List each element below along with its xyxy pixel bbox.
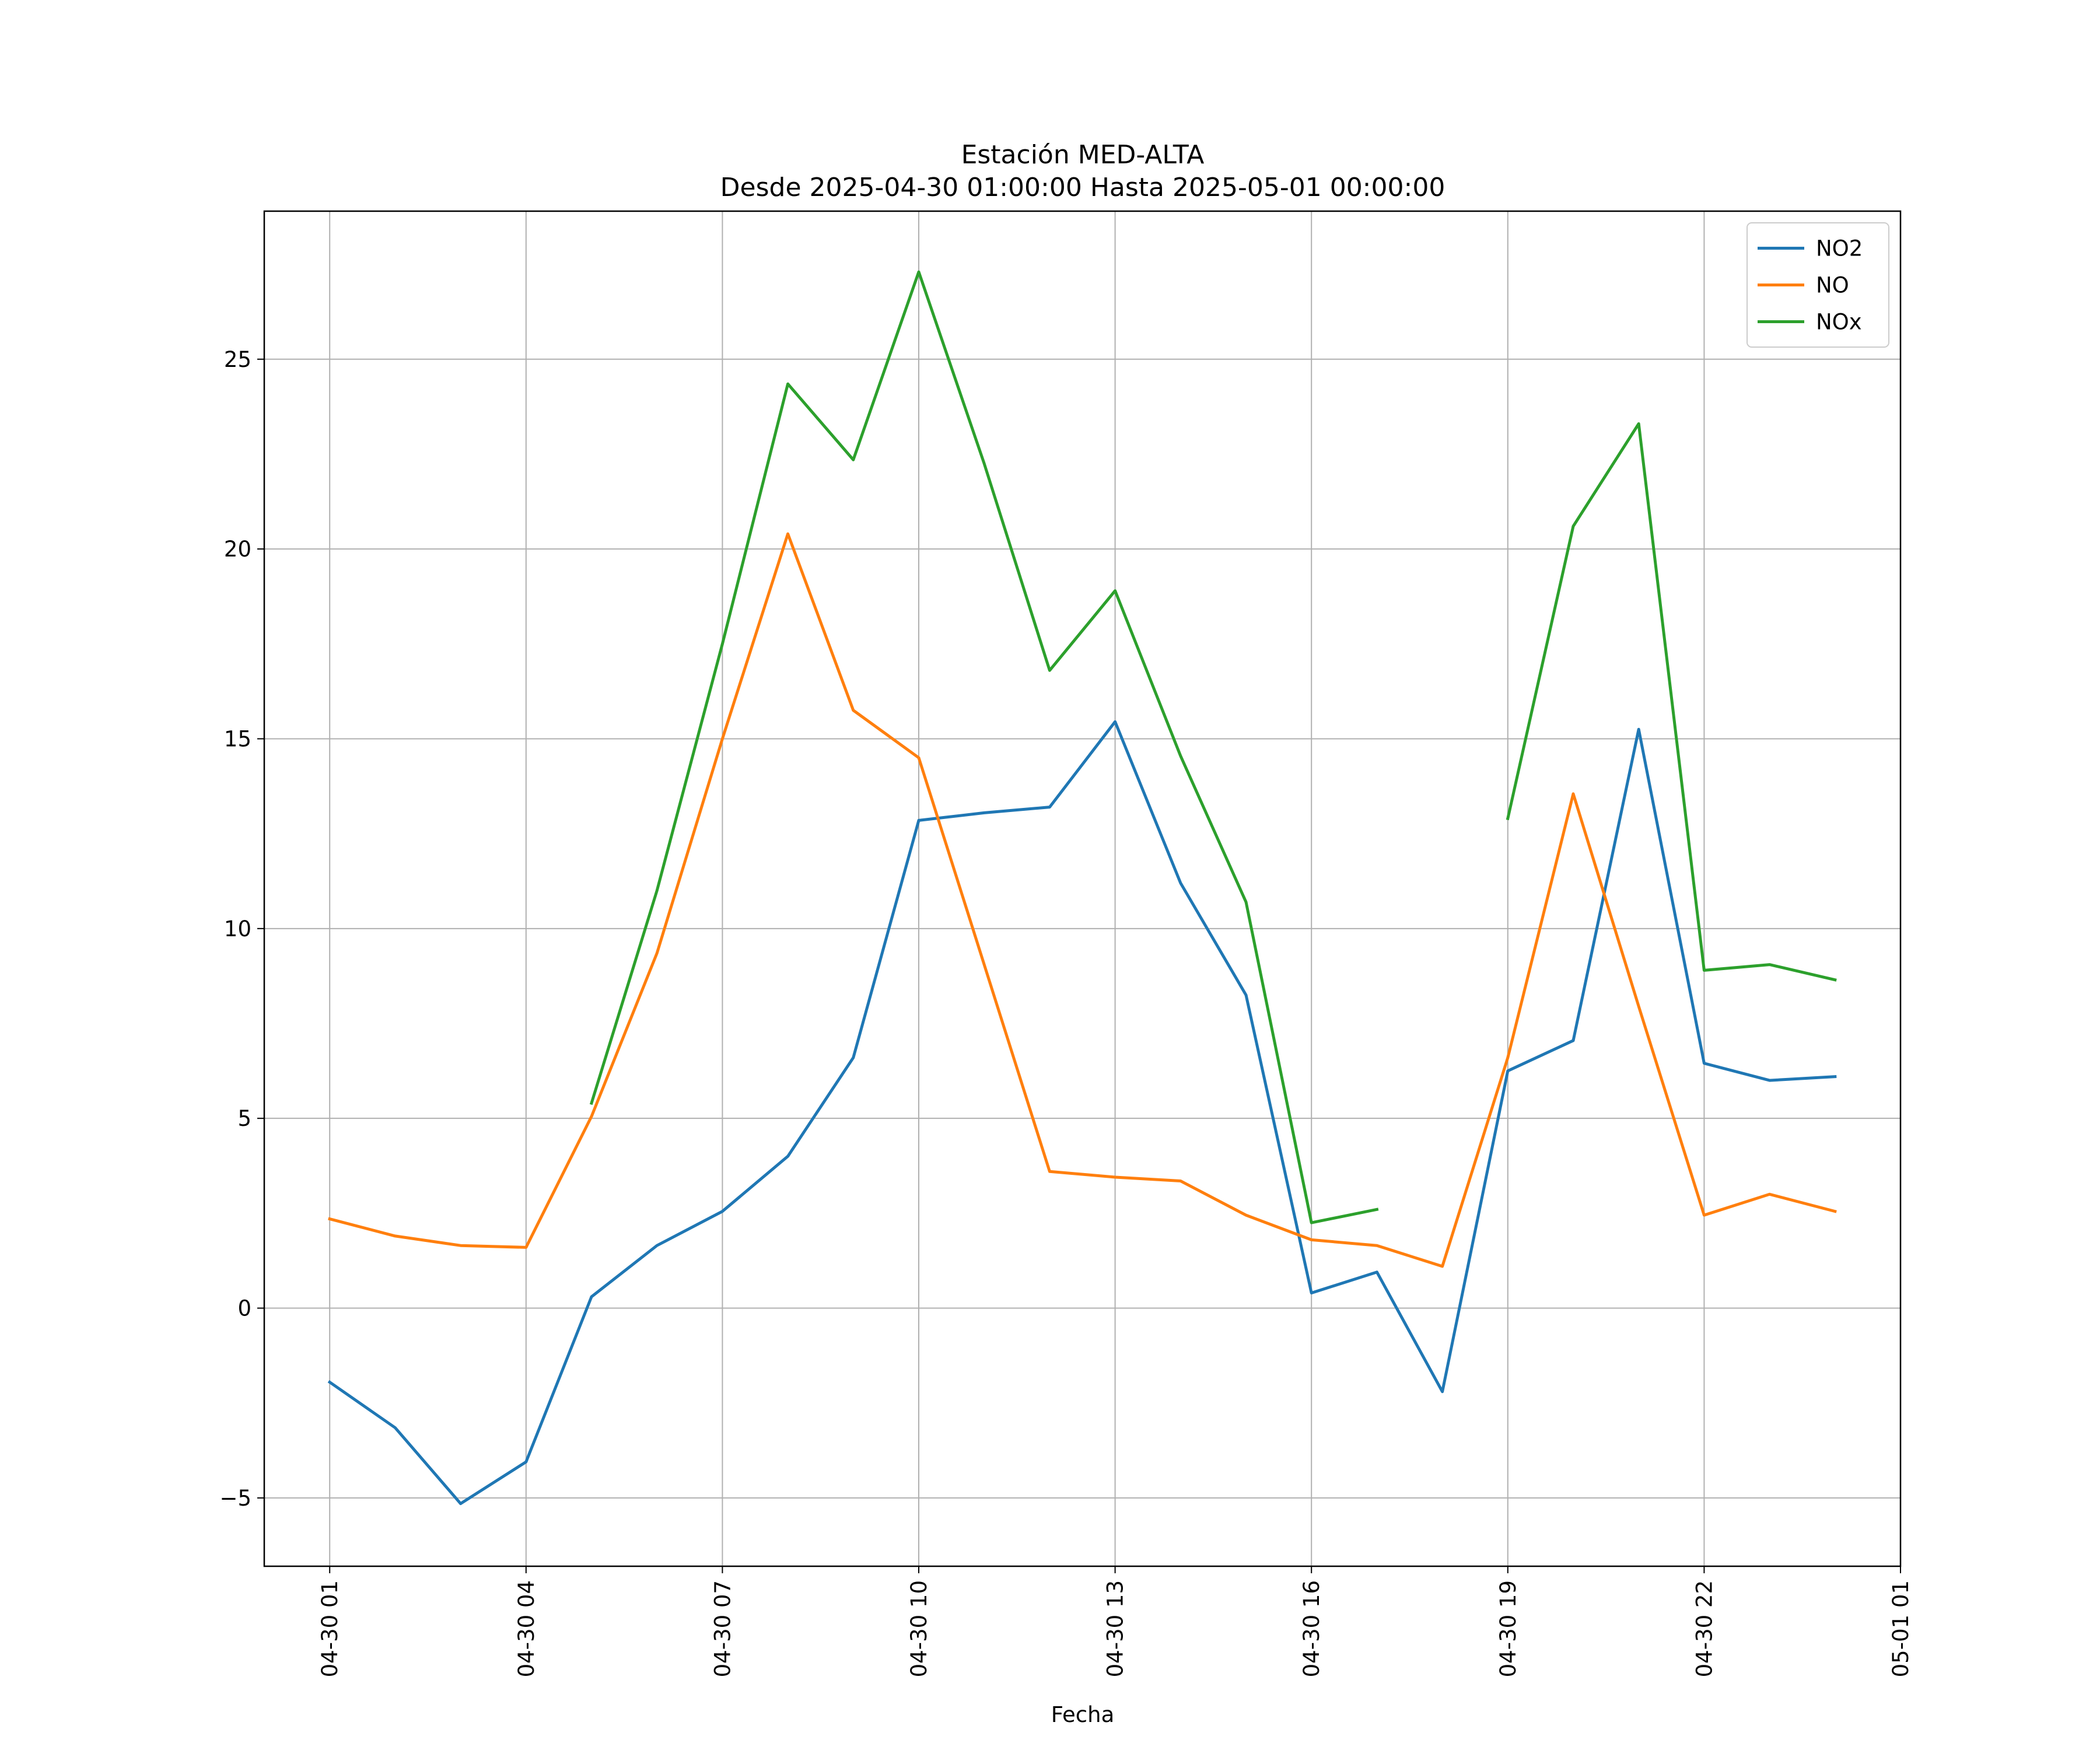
series-segment bbox=[589, 270, 1379, 1224]
legend: NO2 NO NOx bbox=[1746, 222, 1889, 348]
plot-lines bbox=[327, 270, 1837, 1506]
series-no2-line bbox=[327, 720, 1837, 1506]
x-tick-label: 04-30 07 bbox=[710, 1580, 735, 1677]
x-tick-label: 04-30 10 bbox=[907, 1580, 932, 1677]
legend-entry-label: NOx bbox=[1816, 310, 1862, 335]
plot-frame bbox=[263, 210, 1902, 1567]
axis-ticks: 04-30 01 04-30 04 04-30 07 04-30 10 04-30 13… bbox=[219, 347, 1913, 1678]
x-tick-label: 04-30 16 bbox=[1299, 1580, 1324, 1677]
series-no-line bbox=[328, 532, 1837, 1268]
y-tick-label: 25 bbox=[224, 347, 251, 372]
x-tick-label: 05-01 01 bbox=[1888, 1580, 1913, 1677]
y-tick-label: 0 bbox=[237, 1296, 251, 1321]
chart-subtitle: Desde 2025-04-30 01:00:00 Hasta 2025-05-… bbox=[720, 173, 1446, 202]
legend-entry-label: NO bbox=[1816, 273, 1849, 298]
y-tick-label: 15 bbox=[224, 726, 251, 751]
y-tick-label: −5 bbox=[219, 1486, 251, 1511]
y-tick-label: 10 bbox=[224, 916, 251, 942]
y-tick-label: 5 bbox=[237, 1106, 251, 1131]
x-axis-label: Fecha bbox=[1051, 1702, 1115, 1727]
series-segment bbox=[328, 532, 1837, 1268]
legend-entry-label: NO2 bbox=[1816, 236, 1863, 261]
x-tick-label: 04-30 04 bbox=[514, 1580, 539, 1677]
x-tick-label: 04-30 19 bbox=[1496, 1580, 1521, 1677]
chart-title: Estación MED-ALTA bbox=[961, 140, 1205, 170]
series-segment bbox=[327, 720, 1837, 1506]
series-segment bbox=[1506, 422, 1837, 982]
legend-box bbox=[1746, 222, 1889, 348]
series-nox-line bbox=[589, 270, 1837, 1224]
y-tick-label: 20 bbox=[224, 537, 251, 562]
x-tick-label: 04-30 01 bbox=[317, 1580, 342, 1677]
x-tick-label: 04-30 13 bbox=[1103, 1580, 1128, 1677]
x-tick-label: 04-30 22 bbox=[1692, 1580, 1717, 1677]
